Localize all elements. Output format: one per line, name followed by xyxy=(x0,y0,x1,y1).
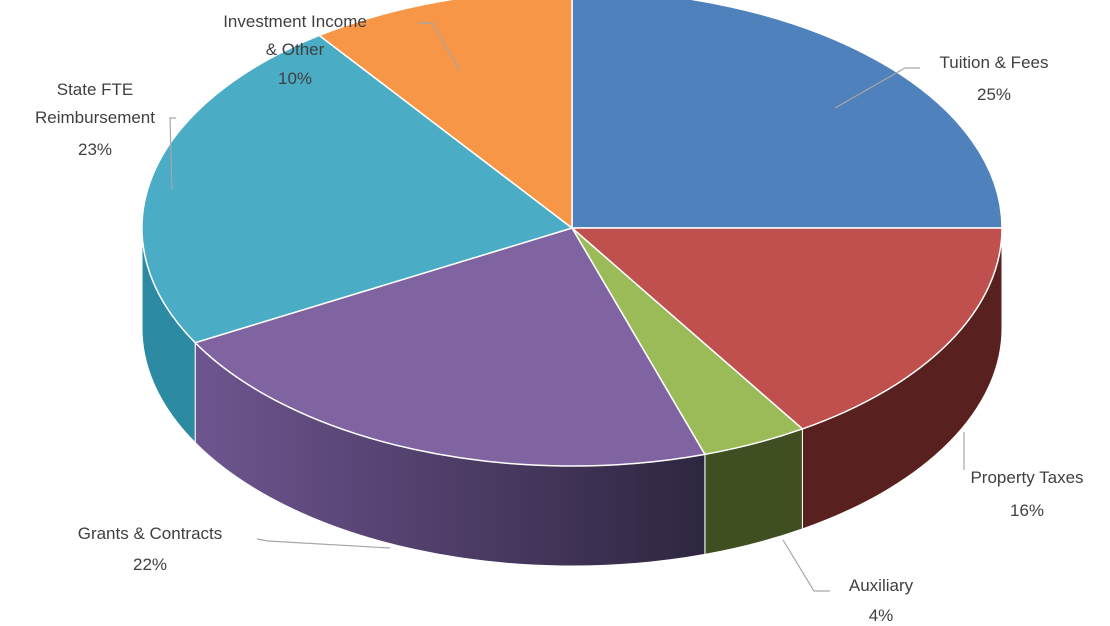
data-label-auxiliary: Auxiliary 4% xyxy=(849,576,914,625)
data-label-grants-contracts: Grants & Contracts 22% xyxy=(78,524,223,574)
slice-name-line-1: Investment Income xyxy=(223,12,367,31)
slice-name-line-2: Reimbursement xyxy=(35,108,155,127)
slice-name-label: Tuition & Fees xyxy=(940,53,1049,72)
slice-3 xyxy=(194,227,706,467)
slice-1 xyxy=(571,227,1003,430)
pie-slices xyxy=(141,0,1003,467)
data-label-investment-income: Investment Income & Other 10% xyxy=(223,12,367,88)
slice-value-label: 25% xyxy=(977,85,1011,104)
slice-0 xyxy=(571,0,1003,229)
data-label-tuition-fees: Tuition & Fees 25% xyxy=(940,53,1049,104)
leader-lines xyxy=(169,22,965,592)
slice-name-label: Auxiliary xyxy=(849,576,914,595)
leader-line-2 xyxy=(782,539,830,592)
leader-line-0 xyxy=(834,67,920,109)
data-label-property-taxes: Property Taxes 16% xyxy=(970,468,1083,520)
leader-line-3 xyxy=(256,538,391,549)
data-label-state-fte: State FTE Reimbursement 23% xyxy=(35,80,155,159)
leader-line-4 xyxy=(169,117,176,191)
slice-name-label: Grants & Contracts xyxy=(78,524,223,543)
slice-name-label: Property Taxes xyxy=(970,468,1083,487)
slice-5 xyxy=(318,0,573,229)
slice-value-label: 10% xyxy=(278,69,312,88)
leader-line-5 xyxy=(418,22,461,72)
slice-value-label: 22% xyxy=(133,555,167,574)
slice-value-label: 16% xyxy=(1010,501,1044,520)
slice-name-line-2: & Other xyxy=(266,40,325,59)
slice-value-label: 4% xyxy=(869,606,894,625)
slice-value-label: 23% xyxy=(78,140,112,159)
slice-4 xyxy=(141,34,573,344)
slice-name-line-1: State FTE xyxy=(57,80,134,99)
